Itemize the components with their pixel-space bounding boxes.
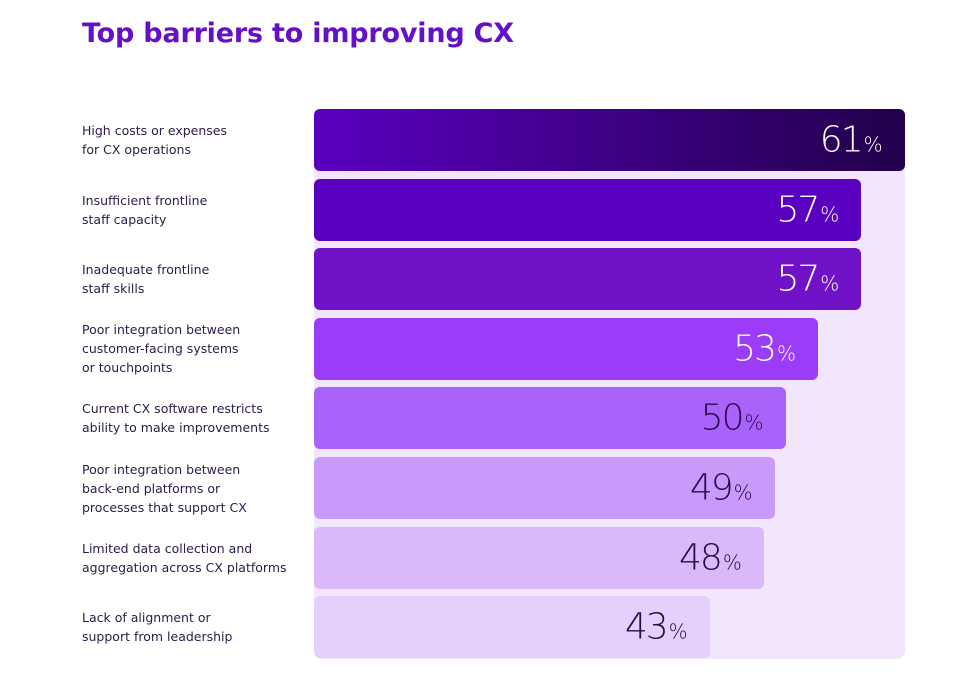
data-label: 49% [690, 468, 753, 509]
data-label: 61% [820, 120, 883, 161]
data-label: 53% [733, 328, 796, 369]
chart-title: Top barriers to improving CX [82, 18, 514, 49]
category-label-line: customer-facing systems [82, 341, 239, 357]
category-label: Limited data collection and aggregation a… [82, 527, 307, 589]
data-label: 57% [776, 259, 839, 300]
bar: 61% [314, 109, 905, 171]
data-label-value: 48 [679, 537, 723, 579]
category-label-line: or touchpoints [82, 360, 173, 376]
category-label-line: Lack of alignment or [82, 610, 211, 626]
category-label-line: High costs or expenses [82, 123, 228, 138]
category-label-line: staff capacity [82, 211, 167, 227]
data-label-suffix: % [820, 271, 840, 296]
category-label: Inadequate frontline staff skills [82, 248, 307, 310]
category-label-line: Limited data collection and [82, 540, 253, 556]
category-label-line: processes that support CX [82, 499, 247, 515]
bar: 57% [314, 178, 862, 241]
category-label: Insufficient frontline staff capacity [82, 179, 307, 241]
category-label-line: back-end platforms or [82, 480, 221, 496]
category-label: High costs or expenses for CX operations [82, 109, 307, 171]
category-label-line: Current CX software restricts [82, 401, 263, 417]
category-label-line: Poor integration between [82, 322, 241, 338]
bar: 57% [314, 248, 862, 311]
data-label-value: 57 [776, 189, 820, 231]
category-label-line: Inadequate frontline [82, 262, 210, 278]
bar: 48% [314, 526, 764, 589]
data-label: 43% [625, 607, 688, 648]
data-label-suffix: % [668, 619, 688, 644]
data-label-suffix: % [820, 202, 840, 227]
category-label: Current CX software restricts ability to … [82, 387, 307, 449]
category-label: Lack of alignment or support from leaders… [82, 596, 307, 658]
bar: 50% [314, 387, 786, 450]
data-label: 50% [701, 398, 764, 439]
category-label: Poor integration between customer-facing … [82, 318, 307, 380]
data-label-suffix: % [733, 480, 753, 505]
category-label-line: Insufficient frontline [82, 192, 208, 208]
data-label-suffix: % [722, 550, 742, 575]
category-label-line: ability to make improvements [82, 420, 270, 436]
category-label: Poor integration between back-end platfor… [82, 457, 307, 519]
data-label-value: 43 [624, 606, 669, 648]
bar: 53% [314, 317, 818, 380]
bar: 43% [314, 596, 710, 659]
data-label-value: 61 [819, 119, 864, 161]
bar: 49% [314, 457, 775, 519]
data-label: 57% [776, 189, 839, 230]
data-label-suffix: % [863, 132, 883, 157]
data-label-value: 53 [733, 328, 777, 370]
data-label-value: 49 [689, 467, 734, 509]
data-label-value: 50 [700, 397, 745, 439]
category-label-line: aggregation across CX platforms [82, 559, 287, 575]
data-label-suffix: % [776, 341, 796, 366]
category-label-line: staff skills [82, 281, 145, 297]
category-label-line: support from leadership [82, 629, 233, 645]
data-label-value: 57 [776, 258, 820, 300]
category-label-line: for CX operations [82, 142, 191, 157]
category-label-line: Poor integration between [82, 461, 241, 477]
data-label-suffix: % [744, 410, 764, 435]
data-label: 48% [679, 537, 742, 578]
